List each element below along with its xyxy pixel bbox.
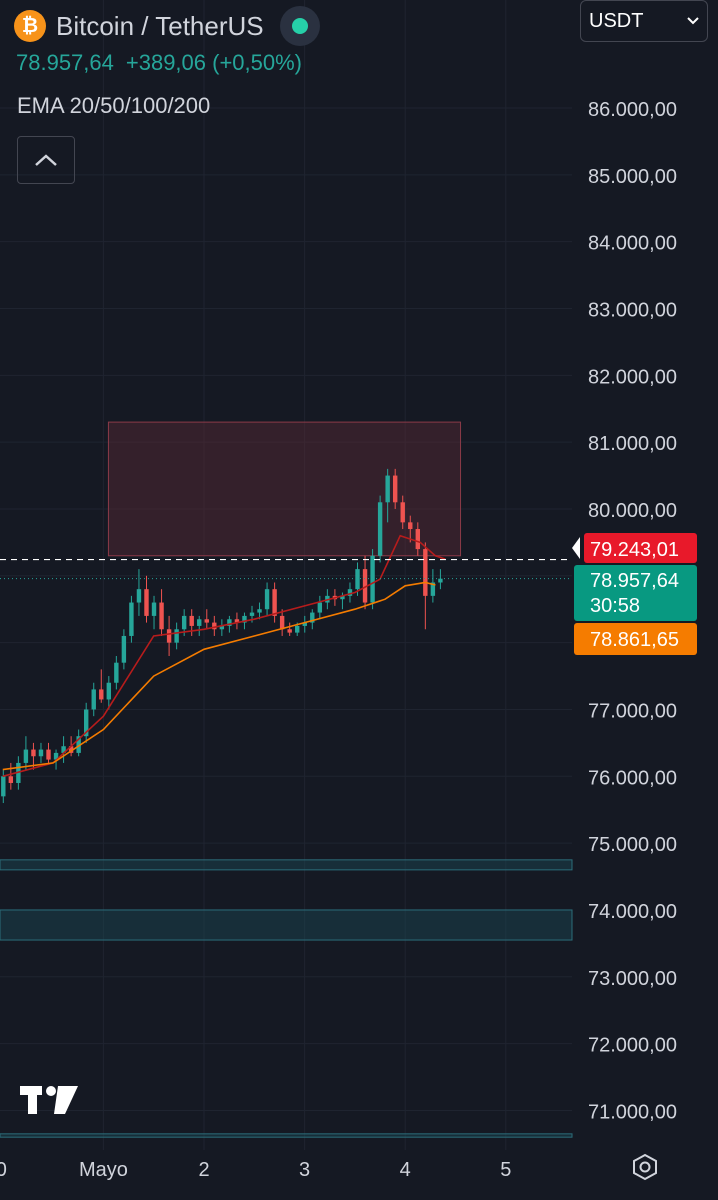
candle xyxy=(166,615,172,657)
x-tick-label: 30 xyxy=(0,1159,7,1181)
x-tick-label: Mayo xyxy=(79,1159,128,1181)
quote-line: 78.957,64 +389,06 (+0,50%) xyxy=(16,50,302,76)
candle xyxy=(129,595,134,643)
x-tick-label: 4 xyxy=(400,1159,411,1181)
x-tick-label: 2 xyxy=(198,1159,209,1181)
candles xyxy=(1,468,443,804)
candle xyxy=(438,569,443,590)
candle xyxy=(279,609,285,636)
y-axis: 86.000,00 85.000,00 84.000,00 83.000,00 82.0… xyxy=(588,99,677,1123)
candle xyxy=(91,682,96,717)
ema-price-tag: 78.861,65 xyxy=(574,623,697,655)
candle xyxy=(99,669,104,703)
candle xyxy=(400,495,405,530)
y-tick-label: 71.000,00 xyxy=(588,1101,677,1123)
y-tick-label: 80.000,00 xyxy=(588,500,677,522)
candle xyxy=(197,615,202,636)
candle xyxy=(136,569,142,616)
y-tick-label: 86.000,00 xyxy=(588,99,677,121)
dashed-price-label: 79.243,01 xyxy=(590,539,679,561)
y-tick-label: 83.000,00 xyxy=(588,299,677,321)
candle xyxy=(144,575,149,623)
candle xyxy=(234,612,240,630)
ema-fast-line xyxy=(2,534,446,778)
indicator-label[interactable]: EMA 20/50/100/200 xyxy=(17,93,211,118)
y-tick-label: 77.000,00 xyxy=(588,700,677,722)
support-band xyxy=(0,1133,573,1138)
chart-grid xyxy=(0,0,572,1150)
y-tick-label: 76.000,00 xyxy=(588,767,677,789)
tradingview-logo[interactable] xyxy=(20,1084,80,1121)
ema-price-label: 78.861,65 xyxy=(590,629,679,651)
candle xyxy=(257,602,262,620)
candle xyxy=(23,736,29,770)
candle xyxy=(423,542,428,630)
y-tick-label: 85.000,00 xyxy=(588,166,677,188)
candle xyxy=(347,582,353,603)
candle xyxy=(38,742,44,763)
chart-header: ₿ Bitcoin / TetherUS xyxy=(14,6,320,46)
y-tick-label: 74.000,00 xyxy=(588,901,677,923)
dashed-price-tag: 79.243,01 xyxy=(572,533,697,563)
candle xyxy=(121,629,127,670)
market-status-icon[interactable] xyxy=(279,6,320,46)
chevron-up-icon xyxy=(35,154,57,166)
countdown-label: 30:58 xyxy=(590,595,640,617)
price-change: +389,06 (+0,50%) xyxy=(125,50,303,75)
candle xyxy=(302,615,307,633)
x-tick-label: 5 xyxy=(500,1159,511,1181)
candle xyxy=(362,555,368,610)
symbol-title[interactable]: Bitcoin / TetherUS xyxy=(56,10,264,41)
candle xyxy=(8,762,14,790)
candle xyxy=(83,702,89,743)
y-tick-label: 73.000,00 xyxy=(588,968,677,990)
x-tick-label: 3 xyxy=(299,1159,310,1181)
candle xyxy=(272,582,277,623)
candle xyxy=(114,656,119,690)
candle xyxy=(76,729,81,757)
bitcoin-icon[interactable]: ₿ xyxy=(14,10,46,42)
chevron-down-icon xyxy=(687,17,699,25)
y-tick-label: 75.000,00 xyxy=(588,834,677,856)
candle xyxy=(370,549,375,610)
last-price: 78.957,64 xyxy=(16,50,114,75)
y-tick-label: 81.000,00 xyxy=(588,433,677,455)
candle xyxy=(430,569,436,603)
candle xyxy=(408,515,413,543)
support-band xyxy=(0,859,573,871)
y-tick-label: 84.000,00 xyxy=(588,233,677,255)
candle xyxy=(151,595,157,630)
y-tick-label: 72.000,00 xyxy=(588,1035,677,1057)
y-tick-label: 82.000,00 xyxy=(588,366,677,388)
candle xyxy=(159,589,164,636)
candle xyxy=(385,468,390,523)
support-band xyxy=(0,909,573,941)
collapse-button[interactable] xyxy=(17,136,75,184)
support-bands xyxy=(0,859,573,1138)
candle xyxy=(392,468,398,509)
candle xyxy=(415,522,421,556)
candle xyxy=(61,736,66,763)
candle xyxy=(219,619,225,636)
x-axis: 30 Mayo 2 3 4 5 xyxy=(0,1159,511,1181)
currency-value: USDT xyxy=(589,9,644,32)
currency-select[interactable]: USDT xyxy=(580,0,708,42)
candle xyxy=(212,615,217,636)
candle xyxy=(287,622,292,636)
last-price-label: 78.957,64 xyxy=(590,570,679,592)
candle xyxy=(1,769,6,804)
ema-slow-line xyxy=(2,581,436,771)
candle xyxy=(317,595,323,620)
candle xyxy=(174,622,179,650)
last-price-tag: 78.957,64 30:58 xyxy=(574,565,697,621)
resistance-zone xyxy=(107,421,462,557)
candle xyxy=(264,582,270,616)
candle xyxy=(46,742,51,763)
candle xyxy=(204,609,209,630)
candle xyxy=(310,609,315,630)
settings-gear-icon[interactable] xyxy=(630,1152,660,1187)
candle xyxy=(106,676,112,710)
candle xyxy=(377,495,383,563)
